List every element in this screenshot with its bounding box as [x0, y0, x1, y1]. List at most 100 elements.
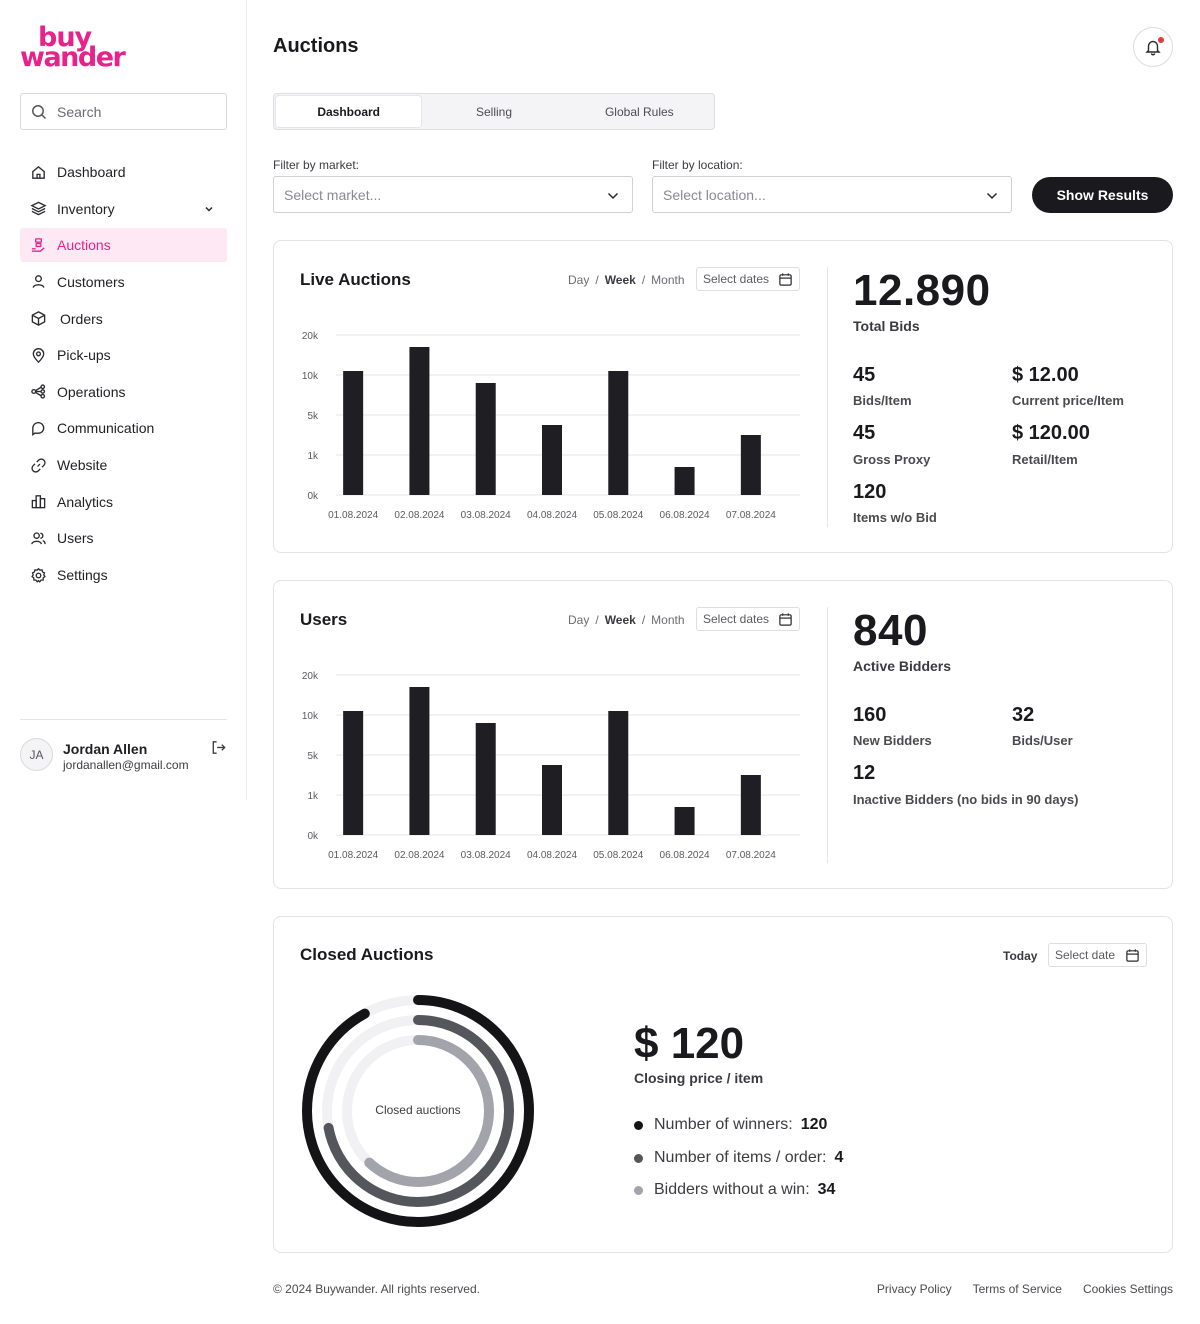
x-tick-label: 01.08.2024	[328, 510, 378, 521]
market-select-placeholder: Select market...	[284, 186, 382, 203]
legend-label: Number of items / order:	[654, 1149, 827, 1166]
users-card-title: Users	[300, 610, 348, 629]
chevron-down-icon[interactable]	[203, 203, 215, 215]
donut-ring[interactable]	[302, 995, 534, 1227]
bar[interactable]	[542, 425, 562, 495]
bids-per-user-label: Bids/User	[1012, 733, 1073, 748]
privacy-policy-link[interactable]: Privacy Policy	[876, 1282, 952, 1296]
link-icon	[31, 458, 46, 473]
tab-global-rules[interactable]: Global Rules	[604, 104, 674, 119]
terms-of-service-link[interactable]: Terms of Service	[972, 1282, 1062, 1296]
bar[interactable]	[608, 371, 629, 495]
x-tick-label: 05.08.2024	[593, 850, 643, 861]
sidebar-item-label: Inventory	[57, 200, 115, 217]
closed-auctions-title: Closed Auctions	[300, 945, 434, 964]
sidebar-item-operations[interactable]: Operations	[20, 375, 227, 409]
closing-price-label: Closing price / item	[634, 1070, 764, 1086]
sidebar-item-label: Pick-ups	[57, 347, 111, 364]
select-dates-button[interactable]: Select dates	[696, 267, 800, 291]
cookies-settings-link[interactable]: Cookies Settings	[1082, 1282, 1173, 1296]
bar[interactable]	[740, 775, 761, 835]
today-filter[interactable]: Today	[1003, 949, 1038, 963]
sidebar-item-analytics[interactable]: Analytics	[20, 485, 227, 519]
sidebar-item-users[interactable]: Users	[20, 521, 227, 555]
calendar-icon	[779, 613, 792, 626]
user-profile: JA Jordan Allen jordanallen@gmail.com	[20, 738, 227, 774]
sidebar-item-dashboard[interactable]: Dashboard	[20, 155, 227, 189]
x-tick-label: 05.08.2024	[593, 510, 643, 521]
bar[interactable]	[674, 807, 695, 835]
select-date-button[interactable]: Select date	[1048, 943, 1147, 967]
brand-logo[interactable]: buy wander	[20, 22, 126, 73]
y-tick-label: 10k	[302, 371, 319, 382]
period-selector: Day / Week / Month	[568, 273, 685, 287]
sidebar-item-orders[interactable]: Orders	[20, 302, 227, 336]
sidebar-item-communication[interactable]: Communication	[20, 411, 227, 445]
period-separator: /	[595, 273, 599, 287]
x-tick-label: 07.08.2024	[726, 850, 776, 861]
profile-name: Jordan Allen	[63, 741, 148, 757]
bar[interactable]	[475, 723, 496, 835]
bar[interactable]	[674, 467, 695, 495]
home-icon	[32, 165, 45, 179]
period-week[interactable]: Week	[604, 273, 636, 287]
page-title: Auctions	[273, 35, 359, 57]
bar[interactable]	[475, 383, 496, 495]
tab-dashboard[interactable]: Dashboard	[276, 96, 422, 127]
closing-price-value: $ 120	[634, 1019, 745, 1068]
bar[interactable]	[740, 435, 761, 495]
select-dates-button[interactable]: Select dates	[696, 607, 800, 631]
sidebar-item-label: Settings	[57, 567, 108, 584]
legend-item-bidders-without-win: Bidders without a win: 34	[634, 1181, 835, 1199]
market-select[interactable]: Select market...	[273, 176, 633, 213]
live-auctions-bar-chart: 20k 10k 5k 1k 0k 01.08.2024 02.08.2024 03.08.20…	[302, 331, 800, 521]
x-tick-label: 03.08.2024	[461, 850, 511, 861]
period-month[interactable]: Month	[651, 613, 685, 627]
bar[interactable]	[343, 711, 364, 835]
bar[interactable]	[542, 765, 562, 835]
auction-icon	[31, 238, 45, 252]
legend-item-items-per-order: Number of items / order: 4	[634, 1149, 843, 1167]
sidebar-item-inventory[interactable]: Inventory	[20, 192, 227, 226]
sidebar-item-label: Operations	[57, 383, 126, 400]
inactive-bidders-label: Inactive Bidders (no bids in 90 days)	[853, 792, 1079, 807]
bar[interactable]	[343, 371, 364, 495]
sidebar-item-website[interactable]: Website	[20, 448, 227, 482]
inactive-bidders-value: 12	[853, 762, 876, 784]
sidebar: buy wander Search Dashboard Inventory Au…	[0, 0, 247, 800]
new-bidders-label: New Bidders	[853, 733, 932, 748]
logout-icon[interactable]	[210, 739, 227, 756]
sidebar-item-customers[interactable]: Customers	[20, 265, 227, 299]
bar[interactable]	[608, 711, 629, 835]
footer-copyright: © 2024 Buywander. All rights reserved.	[273, 1282, 480, 1296]
avatar[interactable]: JA	[20, 738, 53, 771]
current-price-label: Current price/Item	[1012, 393, 1124, 408]
sidebar-item-settings[interactable]: Settings	[20, 558, 227, 592]
users-icon	[31, 532, 46, 545]
period-day[interactable]: Day	[568, 273, 590, 287]
tab-selling[interactable]: Selling	[475, 104, 512, 119]
period-month[interactable]: Month	[651, 273, 685, 287]
search-input[interactable]: Search	[20, 93, 227, 130]
total-bids-label: Total Bids	[853, 318, 920, 334]
donut-ring[interactable]	[342, 1035, 494, 1187]
period-separator: /	[641, 613, 646, 627]
bar[interactable]	[409, 687, 430, 835]
location-select[interactable]: Select location...	[652, 176, 1012, 213]
donut-ring[interactable]	[322, 1015, 514, 1207]
card-divider	[827, 607, 828, 863]
period-day[interactable]: Day	[568, 613, 590, 627]
x-tick-label: 06.08.2024	[660, 850, 710, 861]
y-tick-label: 5k	[307, 751, 319, 762]
bar[interactable]	[409, 347, 430, 495]
notifications-button[interactable]	[1133, 27, 1173, 67]
sidebar-item-auctions[interactable]: Auctions	[20, 228, 227, 263]
sidebar-item-pick-ups[interactable]: Pick-ups	[20, 338, 227, 372]
logo-text-top: buy	[38, 22, 92, 53]
y-tick-label: 10k	[302, 711, 319, 722]
x-tick-label: 02.08.2024	[394, 510, 444, 521]
show-results-button[interactable]: Show Results	[1032, 177, 1173, 213]
calendar-icon	[779, 273, 792, 286]
location-select-placeholder: Select location...	[663, 186, 766, 203]
period-week[interactable]: Week	[604, 613, 636, 627]
